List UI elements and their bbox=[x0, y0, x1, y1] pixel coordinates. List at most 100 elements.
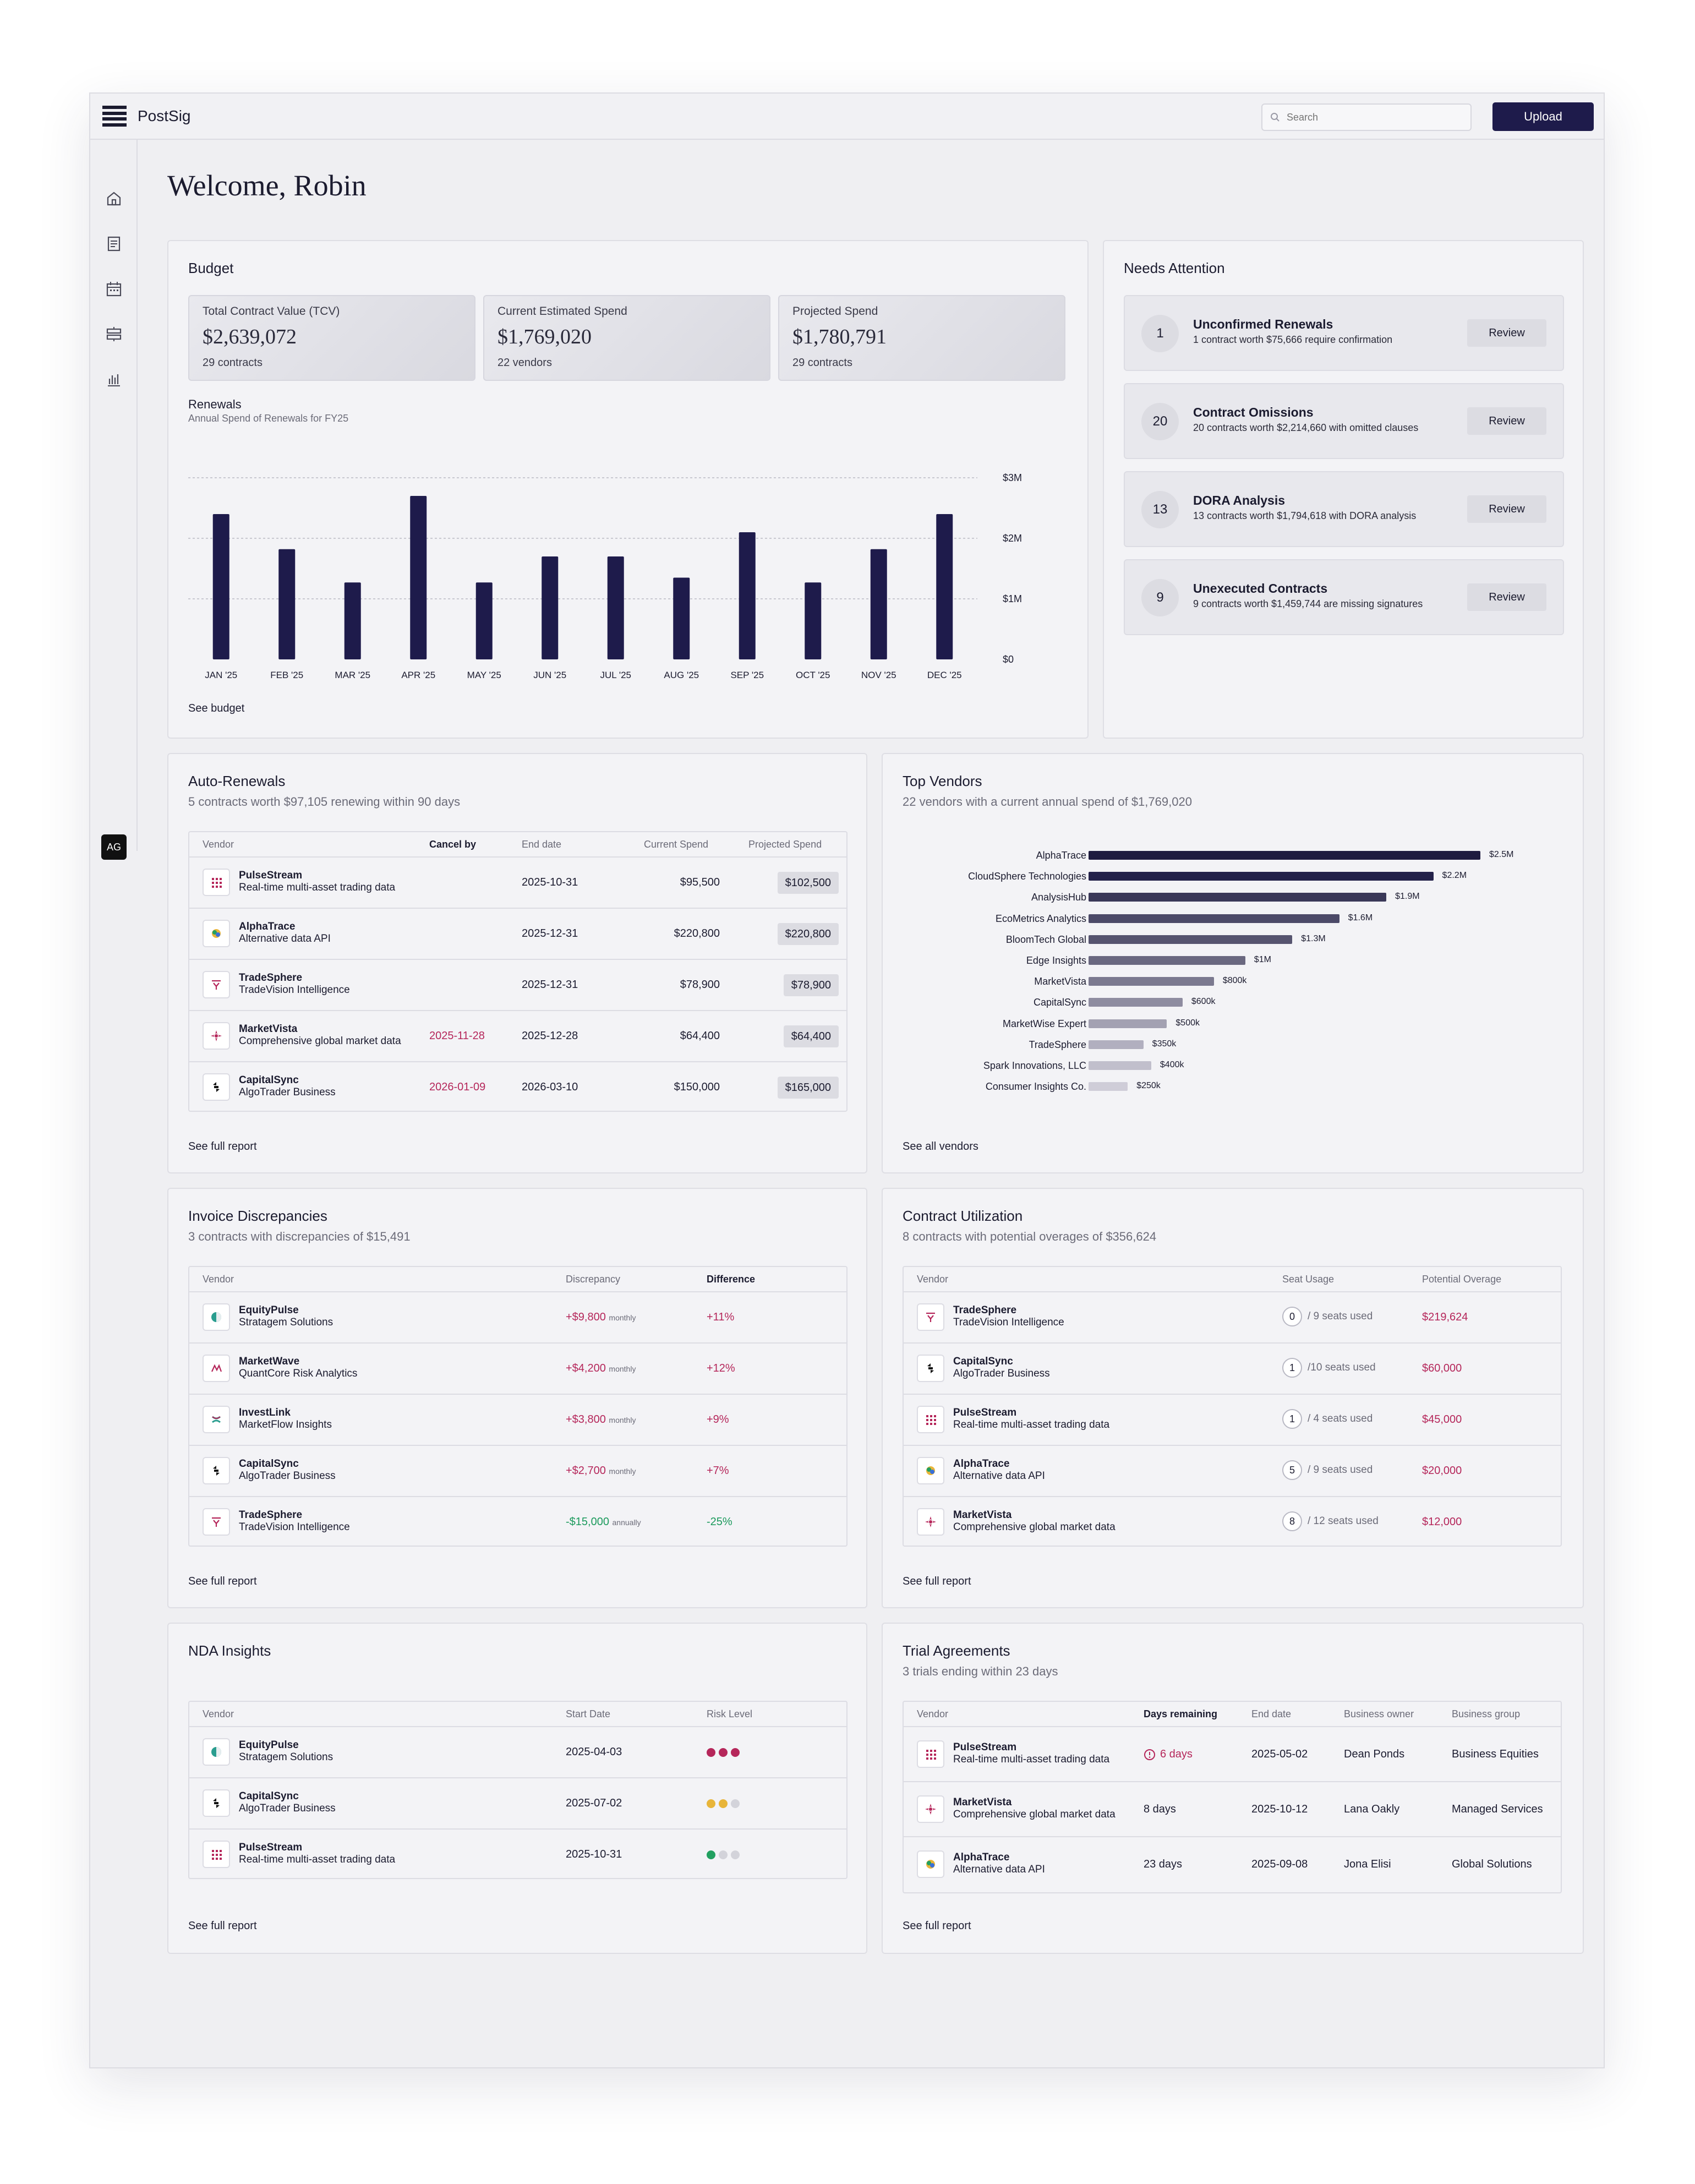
col-business-group[interactable]: Business group bbox=[1452, 1708, 1521, 1719]
vendor-name[interactable]: PulseStream bbox=[953, 1741, 1017, 1753]
table-row[interactable]: AlphaTrace Alternative data API 2025-12-31… bbox=[189, 908, 846, 959]
bar-oct-25[interactable] bbox=[805, 582, 822, 659]
col-potential-overage[interactable]: Potential Overage bbox=[1422, 1274, 1502, 1285]
bar-dec-25[interactable] bbox=[936, 514, 953, 659]
vendor-name[interactable]: AlphaTrace bbox=[953, 1458, 1010, 1470]
vendor-name[interactable]: CapitalSync bbox=[239, 1458, 299, 1470]
search-box[interactable] bbox=[1261, 103, 1472, 131]
table-row[interactable]: CapitalSync AlgoTrader Business 1/10 seats… bbox=[904, 1342, 1561, 1394]
col-cancel-by[interactable]: Cancel by bbox=[429, 839, 477, 850]
bar-nov-25[interactable] bbox=[870, 549, 887, 659]
table-row[interactable]: CapitalSync AlgoTrader Business 2025-07-02 bbox=[189, 1777, 846, 1828]
bar-jul-25[interactable] bbox=[607, 556, 624, 659]
vendor-bar[interactable] bbox=[1089, 956, 1245, 965]
home-icon[interactable] bbox=[105, 189, 123, 208]
col-business-owner[interactable]: Business owner bbox=[1344, 1708, 1414, 1719]
vendor-bar[interactable] bbox=[1089, 977, 1214, 986]
vendor-name[interactable]: MarketVista bbox=[239, 1023, 298, 1035]
table-row[interactable]: TradeSphere TradeVision Intelligence 0 / 9 … bbox=[904, 1291, 1561, 1342]
review-button[interactable]: Review bbox=[1467, 495, 1546, 523]
table-row[interactable]: PulseStream Real-time multi-asset trading… bbox=[189, 856, 846, 908]
col-end-date[interactable]: End date bbox=[522, 839, 562, 850]
bar-apr-25[interactable] bbox=[410, 496, 427, 659]
vendor-name[interactable]: MarketVista bbox=[953, 1797, 1012, 1808]
table-row[interactable]: TradeSphere TradeVision Intelligence -$15,… bbox=[189, 1496, 846, 1547]
see-all-vendors-link[interactable]: See all vendors bbox=[903, 1140, 978, 1153]
table-row[interactable]: InvestLink MarketFlow Insights +$3,800 mon… bbox=[189, 1394, 846, 1445]
avatar[interactable]: AG bbox=[101, 834, 127, 860]
vendor-name[interactable]: EquityPulse bbox=[239, 1739, 299, 1751]
vendor-bar[interactable] bbox=[1089, 893, 1387, 902]
vendor-name[interactable]: TradeSphere bbox=[239, 972, 303, 984]
vendor-bar[interactable] bbox=[1089, 1019, 1167, 1028]
col-projected-spend[interactable]: Projected Spend bbox=[748, 839, 822, 850]
table-row[interactable]: PulseStream Real-time multi-asset trading… bbox=[904, 1726, 1561, 1781]
see-full-report-link[interactable]: See full report bbox=[188, 1920, 257, 1932]
logo[interactable]: PostSig bbox=[102, 106, 191, 127]
bar-aug-25[interactable] bbox=[673, 577, 690, 660]
vendor-name[interactable]: MarketVista bbox=[953, 1509, 1012, 1521]
vendor-name[interactable]: AlphaTrace bbox=[239, 921, 296, 932]
see-full-report-link[interactable]: See full report bbox=[903, 1575, 971, 1587]
vendor-name[interactable]: TradeSphere bbox=[953, 1304, 1017, 1316]
vendor-name[interactable]: PulseStream bbox=[239, 870, 303, 881]
vendor-bar[interactable] bbox=[1089, 998, 1183, 1007]
table-row[interactable]: EquityPulse Stratagem Solutions 2025-04-03 bbox=[189, 1726, 846, 1777]
table-row[interactable]: CapitalSync AlgoTrader Business +$2,700 mo… bbox=[189, 1445, 846, 1496]
vendor-name[interactable]: CapitalSync bbox=[239, 1790, 299, 1802]
table-row[interactable]: MarketVista Comprehensive global market d… bbox=[189, 1010, 846, 1061]
table-row[interactable]: PulseStream Real-time multi-asset trading… bbox=[904, 1394, 1561, 1445]
vendor-bar[interactable] bbox=[1089, 851, 1480, 860]
col-start-date[interactable]: Start Date bbox=[566, 1708, 611, 1719]
vendor-bar[interactable] bbox=[1089, 872, 1434, 881]
col-risk-level[interactable]: Risk Level bbox=[707, 1708, 753, 1719]
vendor-name[interactable]: InvestLink bbox=[239, 1407, 291, 1418]
bar-jan-25[interactable] bbox=[212, 514, 229, 659]
table-row[interactable]: CapitalSync AlgoTrader Business 2026-01-09… bbox=[189, 1061, 846, 1112]
col-end-date[interactable]: End date bbox=[1251, 1708, 1292, 1719]
upload-button[interactable]: Upload bbox=[1492, 102, 1594, 131]
analytics-icon[interactable] bbox=[105, 370, 123, 389]
table-row[interactable]: MarketVista Comprehensive global market d… bbox=[904, 1496, 1561, 1547]
see-full-report-link[interactable]: See full report bbox=[188, 1575, 257, 1587]
document-icon[interactable] bbox=[105, 234, 123, 253]
vendor-name[interactable]: MarketWave bbox=[239, 1356, 300, 1367]
col-current-spend[interactable]: Current Spend bbox=[644, 839, 709, 850]
calendar-icon[interactable] bbox=[105, 280, 123, 298]
vendor-name[interactable]: AlphaTrace bbox=[953, 1852, 1010, 1863]
table-row[interactable]: PulseStream Real-time multi-asset trading… bbox=[189, 1828, 846, 1880]
col-seat-usage[interactable]: Seat Usage bbox=[1282, 1274, 1335, 1285]
bar-may-25[interactable] bbox=[475, 582, 493, 659]
bar-jun-25[interactable] bbox=[542, 556, 559, 659]
search-input[interactable] bbox=[1287, 111, 1463, 123]
signpost-icon[interactable] bbox=[105, 325, 123, 343]
table-row[interactable]: TradeSphere TradeVision Intelligence 2025-… bbox=[189, 959, 846, 1010]
see-full-report-link[interactable]: See full report bbox=[188, 1140, 257, 1153]
vendor-bar[interactable] bbox=[1089, 935, 1293, 944]
review-button[interactable]: Review bbox=[1467, 407, 1546, 435]
col-discrepancy[interactable]: Discrepancy bbox=[566, 1274, 621, 1285]
vendor-bar[interactable] bbox=[1089, 1040, 1144, 1049]
vendor-bar[interactable] bbox=[1089, 914, 1339, 923]
table-row[interactable]: MarketVista Comprehensive global market d… bbox=[904, 1781, 1561, 1836]
vendor-bar[interactable] bbox=[1089, 1061, 1151, 1070]
vendor-name[interactable]: CapitalSync bbox=[953, 1356, 1013, 1367]
vendor-name[interactable]: PulseStream bbox=[239, 1842, 303, 1853]
review-button[interactable]: Review bbox=[1467, 583, 1546, 611]
vendor-name[interactable]: EquityPulse bbox=[239, 1304, 299, 1316]
col-difference[interactable]: Difference bbox=[707, 1274, 756, 1285]
see-budget-link[interactable]: See budget bbox=[188, 702, 245, 714]
see-full-report-link[interactable]: See full report bbox=[903, 1920, 971, 1932]
review-button[interactable]: Review bbox=[1467, 319, 1546, 347]
bar-mar-25[interactable] bbox=[344, 582, 361, 659]
table-row[interactable]: AlphaTrace Alternative data API 5 / 9 seats… bbox=[904, 1445, 1561, 1496]
table-row[interactable]: AlphaTrace Alternative data API 23 days 202… bbox=[904, 1836, 1561, 1891]
vendor-bar[interactable] bbox=[1089, 1082, 1128, 1091]
vendor-name[interactable]: TradeSphere bbox=[239, 1509, 303, 1521]
table-row[interactable]: MarketWave QuantCore Risk Analytics +$4,20… bbox=[189, 1342, 846, 1394]
table-row[interactable]: EquityPulse Stratagem Solutions +$9,800 mo… bbox=[189, 1291, 846, 1342]
bar-sep-25[interactable] bbox=[739, 532, 756, 659]
vendor-name[interactable]: CapitalSync bbox=[239, 1074, 299, 1086]
col-days-remaining[interactable]: Days remaining bbox=[1144, 1708, 1218, 1719]
bar-feb-25[interactable] bbox=[278, 549, 296, 659]
